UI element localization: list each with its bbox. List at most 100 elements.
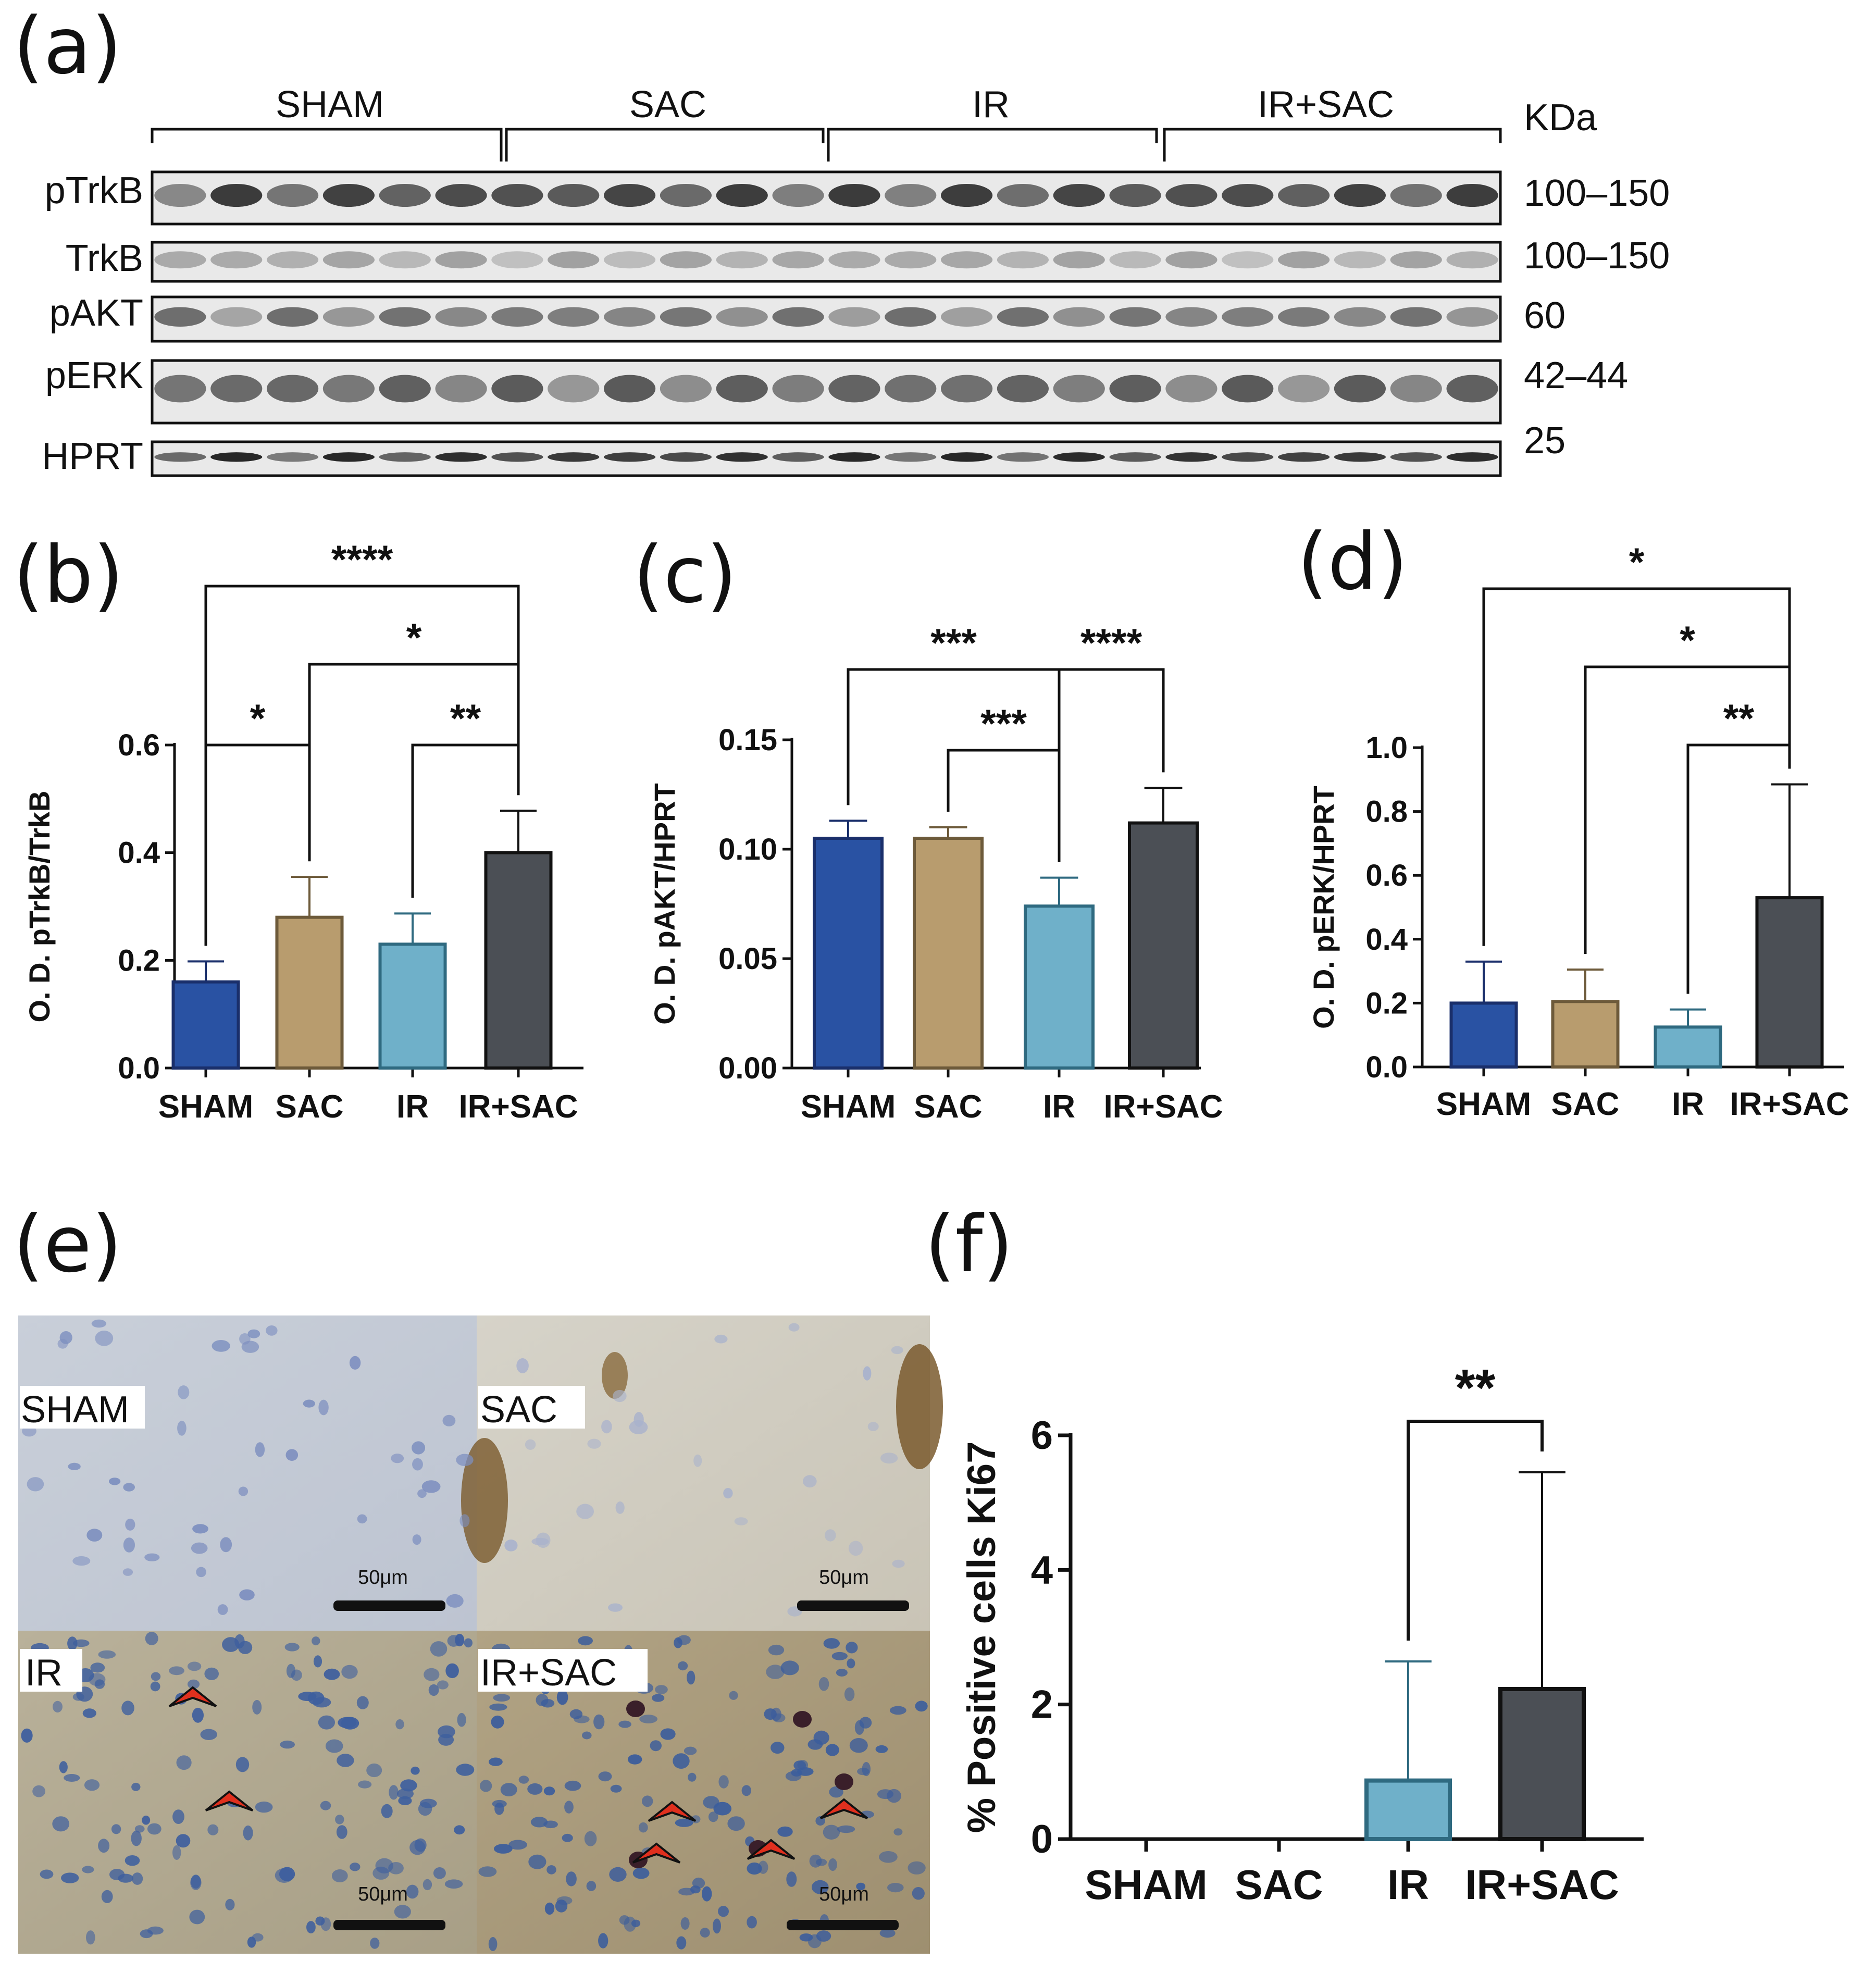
arrowhead-marker	[632, 1842, 681, 1864]
blot-band	[1334, 307, 1386, 327]
blot-band	[940, 251, 993, 269]
cell-nucleus	[101, 1890, 113, 1903]
cell-nucleus	[493, 1844, 513, 1854]
blot-band	[885, 307, 937, 327]
y-tick-label: 0.0	[118, 1051, 160, 1085]
micrograph-label-bg	[478, 1649, 648, 1692]
x-tick-label: IR+SAC	[1103, 1089, 1223, 1125]
cell-nucleus	[680, 1917, 690, 1930]
blot-band	[716, 307, 768, 327]
cell-nucleus	[121, 1701, 134, 1716]
cell-nucleus	[857, 1768, 869, 1776]
cell-nucleus	[235, 1757, 250, 1772]
scale-bar	[787, 1920, 899, 1930]
cell-nucleus	[52, 1816, 70, 1832]
cell-nucleus	[915, 1701, 928, 1712]
blot-band	[491, 251, 543, 269]
cell-nucleus	[82, 1708, 96, 1718]
cell-nucleus	[89, 1673, 106, 1686]
cell-nucleus	[494, 1802, 504, 1815]
cell-nucleus	[366, 1763, 382, 1778]
blot-band	[772, 452, 824, 462]
y-tick-label: 0.0	[1365, 1050, 1408, 1084]
cell-nucleus	[98, 1650, 116, 1659]
significance-bracket	[1482, 587, 1791, 946]
blot-band	[997, 184, 1049, 207]
cell-nucleus	[67, 1636, 78, 1650]
cell-nucleus	[889, 1706, 906, 1715]
chart-c: 0.00 0.05 0.10 0.15 O. D. pAKT/HPRT SHAM SAC IR…	[648, 621, 1223, 1125]
cell-nucleus	[90, 1662, 105, 1673]
blot-kda-pakt: 60	[1524, 295, 1566, 337]
cell-nucleus	[543, 1786, 555, 1796]
cell-nucleus	[196, 1567, 206, 1578]
cell-nucleus	[447, 1635, 460, 1647]
y-axis-label: O. D. pERK/HPRT	[1307, 786, 1340, 1029]
blot-strip-hprt	[151, 440, 1502, 477]
blot-band	[379, 452, 431, 462]
y-tick-label: 4	[1031, 1548, 1053, 1592]
cell-nucleus	[325, 1739, 343, 1753]
cell-nucleus	[243, 1825, 253, 1841]
cell-nucleus	[178, 1385, 190, 1399]
cell-nucleus	[844, 1687, 855, 1702]
cell-nucleus	[187, 1661, 202, 1671]
cell-nucleus	[803, 1475, 817, 1488]
panel-label-f: (f)	[925, 1199, 1013, 1290]
cell-nucleus	[145, 1632, 158, 1645]
cell-nucleus	[768, 1644, 785, 1656]
cell-nucleus	[530, 1817, 548, 1828]
cell-nucleus	[847, 1658, 855, 1669]
cell-nucleus	[286, 1664, 296, 1678]
blot-band	[997, 375, 1049, 403]
blot-band	[210, 251, 263, 269]
blot-band	[1222, 184, 1274, 207]
blot-row-label-trkb: TrkB	[66, 238, 143, 279]
scale-bar-label: 50μm	[819, 1567, 869, 1588]
cell-nucleus	[478, 1866, 497, 1877]
blot-band	[154, 307, 206, 327]
x-tick-label: SAC	[1551, 1086, 1620, 1122]
cell-nucleus	[207, 1824, 219, 1835]
blot-band	[1390, 307, 1442, 327]
bar-ir	[1364, 1778, 1452, 1841]
cell-nucleus	[412, 1441, 426, 1455]
cell-nucleus	[456, 1454, 474, 1466]
blot-band	[154, 375, 206, 403]
blot-band	[1446, 375, 1498, 403]
cell-nucleus	[111, 1824, 121, 1834]
cell-nucleus	[252, 1699, 262, 1715]
cell-nucleus	[147, 1823, 161, 1835]
cell-nucleus	[828, 1858, 837, 1871]
blot-band	[210, 452, 263, 462]
y-axis-label: O. D. pTrkB/TrkB	[23, 791, 56, 1023]
blot-band	[210, 375, 263, 403]
significance-bracket	[847, 668, 1061, 862]
cell-nucleus	[693, 1454, 702, 1467]
cell-nucleus	[587, 1438, 601, 1449]
x-tick-label: IR+SAC	[1465, 1861, 1619, 1908]
blot-band	[1165, 251, 1217, 269]
arrowhead-marker	[747, 1839, 796, 1860]
blot-strip-pakt	[151, 295, 1502, 343]
cell-nucleus	[192, 1524, 208, 1534]
x-tick-label: IR	[1672, 1086, 1704, 1122]
cell-nucleus	[123, 1537, 135, 1553]
blot-band	[1222, 452, 1274, 462]
cell-nucleus	[489, 1757, 503, 1766]
blot-band	[885, 375, 937, 403]
cell-nucleus	[491, 1715, 504, 1729]
cell-nucleus	[500, 1783, 517, 1797]
cell-nucleus	[381, 1804, 393, 1818]
blot-band	[940, 452, 993, 462]
blot-band	[322, 251, 375, 269]
blot-kda-ptrkb: 100–150	[1524, 172, 1670, 214]
cell-nucleus	[406, 1884, 419, 1899]
cell-nucleus	[238, 1486, 249, 1496]
bar-sham	[1449, 1001, 1518, 1069]
significance-label: **	[1723, 697, 1755, 741]
cell-nucleus	[417, 1489, 427, 1498]
cell-nucleus	[771, 1742, 785, 1754]
cell-nucleus	[613, 1389, 627, 1403]
panel-label-b: (b)	[13, 530, 123, 620]
